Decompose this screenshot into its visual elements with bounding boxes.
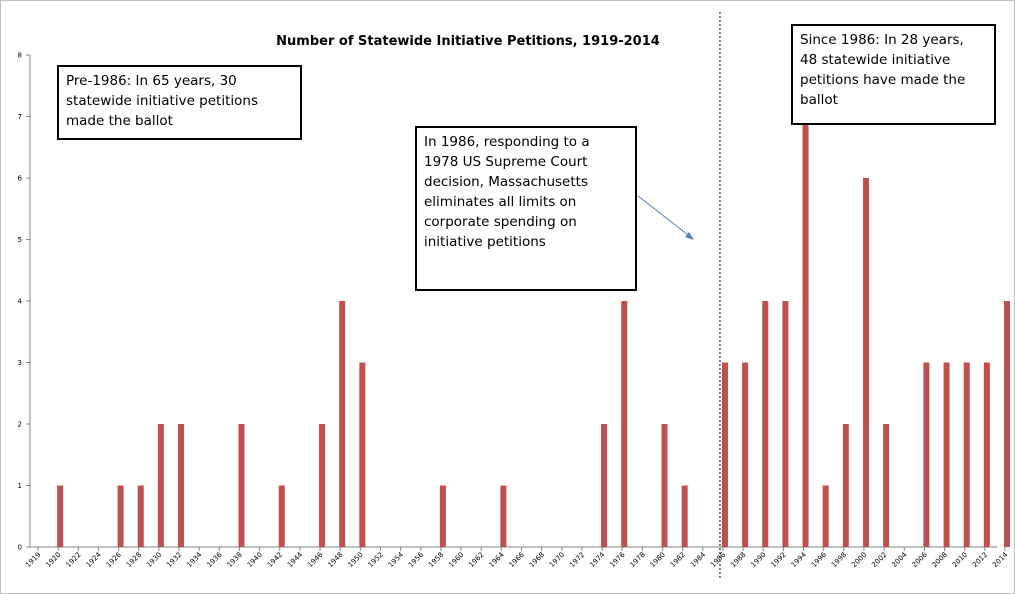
annotation-line: statewide initiative petitions [66,93,258,109]
y-tick-label: 7 [18,113,22,121]
bar-1930 [157,424,164,547]
annotation-line: 1978 US Supreme Court [424,154,588,170]
bar-2006 [923,362,930,547]
y-tick-label: 1 [18,482,22,490]
y-tick-label: 2 [18,421,22,429]
bar-1950 [359,362,366,547]
annotation-line: decision, Massachusetts [424,174,588,190]
bar-1920 [57,485,64,547]
annotation-line: Pre-1986: In 65 years, 30 [66,73,237,89]
bar-2002 [883,424,890,547]
bar-1992 [782,301,789,547]
annotation-pre-1986: Pre-1986: In 65 years, 30 statewide init… [57,65,302,140]
y-tick-label: 5 [18,236,22,244]
bar-2000 [862,178,869,547]
annotation-line: ballot [800,92,838,108]
annotation-arrow [637,195,693,239]
bar-1958 [439,485,446,547]
bar-1986 [721,362,728,547]
bar-1998 [842,424,849,547]
bars [57,116,1010,547]
bar-1976 [621,301,628,547]
bar-2008 [943,362,950,547]
bar-1990 [762,301,769,547]
annotation-line: eliminates all limits on [424,194,577,210]
y-tick-label: 8 [18,52,22,60]
bar-1974 [601,424,608,547]
bar-1942 [278,485,285,547]
bar-1928 [137,485,144,547]
bar-1948 [339,301,346,547]
bar-1988 [742,362,749,547]
annotation-line: petitions have made the [800,72,966,88]
bar-2012 [983,362,990,547]
annotation-line: initiative petitions [424,234,546,250]
annotation-post-1986: Since 1986: In 28 years, 48 statewide in… [791,24,996,125]
bar-1932 [178,424,185,547]
bar-1996 [822,485,829,547]
y-tick-label: 3 [18,359,22,367]
annotation-1986: In 1986, responding to a 1978 US Supreme… [415,126,637,291]
bar-2010 [963,362,970,547]
annotation-line: 48 statewide initiative [800,52,951,68]
y-axis: 0 1 2 3 4 5 6 7 8 [18,52,31,552]
annotation-line: In 1986, responding to a [424,134,590,150]
y-tick-label: 0 [18,544,22,552]
bar-1946 [319,424,326,547]
bar-1982 [681,485,688,547]
bar-1980 [661,424,668,547]
bar-1994 [802,116,809,547]
annotation-arrowhead [685,232,694,240]
bar-1938 [238,424,245,547]
chart-title: Number of Statewide Initiative Petitions… [276,34,660,49]
annotation-line: Since 1986: In 28 years, [800,32,964,48]
y-tick-label: 4 [18,298,23,306]
bar-1964 [500,485,507,547]
bar-1926 [117,485,124,547]
annotation-line: made the ballot [66,113,173,129]
bar-2014 [1004,301,1010,547]
y-tick-label: 6 [18,175,23,183]
annotation-line: corporate spending on [424,214,577,230]
